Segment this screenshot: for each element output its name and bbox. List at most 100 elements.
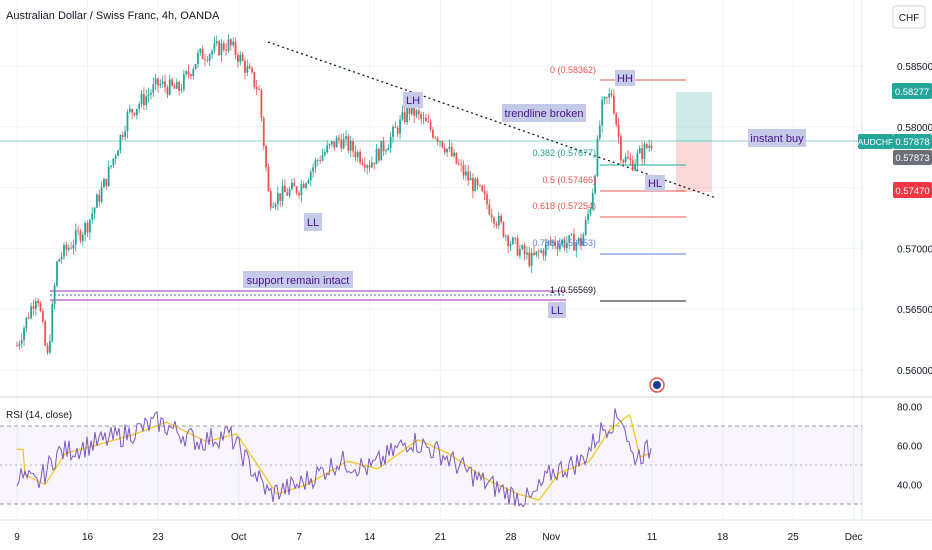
candle-body — [613, 95, 615, 114]
symbol-badge: AUDCHF — [858, 134, 893, 149]
candle-body — [286, 192, 289, 196]
candle-body — [342, 138, 345, 149]
candle-body — [112, 158, 115, 166]
candle-body — [542, 250, 545, 256]
candle-body — [634, 163, 636, 171]
candle-body — [584, 219, 587, 235]
candle-body — [568, 234, 571, 243]
time-axis[interactable]: 9 16 23 Oct 7 14 21 28 Nov 11 18 25 Dec — [14, 532, 862, 543]
rsi-label: RSI (14, close) — [6, 410, 72, 421]
candle-body — [140, 93, 143, 105]
candle-body — [380, 140, 383, 161]
candle-body — [361, 162, 364, 165]
candle-body — [323, 152, 326, 156]
fib-retracement[interactable]: 0 (0.58362) 0.382 (0.57677) 0.5 (0.57466… — [532, 65, 686, 302]
last-price-badge: 0.57878 — [893, 134, 932, 149]
candle-body — [516, 238, 519, 256]
candle-body — [417, 110, 420, 114]
candle-body — [540, 250, 542, 253]
candle-body — [624, 156, 627, 163]
candle-body — [349, 141, 352, 151]
candle-body — [338, 137, 340, 140]
candle-body — [65, 244, 68, 250]
candle-body — [401, 112, 404, 120]
currency-button[interactable]: CHF — [892, 5, 926, 29]
candle-body — [168, 79, 171, 95]
time-tick: Nov — [542, 532, 560, 543]
candle-body — [105, 178, 108, 186]
candle-body — [239, 54, 242, 62]
candle-body — [648, 145, 651, 148]
candle-body — [507, 235, 510, 247]
candle-body — [197, 52, 199, 64]
candle-body — [352, 141, 354, 152]
candle-body — [232, 41, 235, 46]
label-ll-second[interactable]: LL — [548, 302, 566, 318]
label-hh[interactable]: HH — [615, 70, 635, 86]
time-tick: 18 — [717, 532, 729, 543]
candle-body — [46, 345, 49, 353]
candle-body — [629, 158, 632, 161]
target-badge: 0.58277 — [892, 83, 932, 99]
price-tick: 0.56000 — [897, 366, 932, 377]
price-tick: 0.56500 — [897, 305, 932, 316]
fib-label-1: 1 (0.56569) — [550, 285, 596, 295]
candle-body — [347, 136, 350, 151]
candle-body — [300, 183, 303, 196]
time-tick: 11 — [647, 532, 658, 543]
candle-body — [331, 141, 333, 145]
instant-buy-note[interactable]: instant buy — [748, 129, 806, 147]
candle-body — [627, 156, 629, 159]
label-lh[interactable]: LH — [403, 92, 423, 108]
candle-body — [107, 167, 110, 186]
candle-body — [601, 99, 604, 126]
label-hl[interactable]: HL — [645, 175, 665, 191]
candle-body — [359, 152, 361, 163]
candle-body — [328, 144, 331, 146]
candle-body — [368, 165, 371, 168]
time-tick: 14 — [364, 532, 376, 543]
candle-body — [208, 54, 211, 61]
time-tick: 9 — [14, 532, 20, 543]
candle-body — [279, 193, 282, 201]
candle-body — [77, 230, 79, 232]
candle-body — [385, 150, 387, 152]
price-tick: 0.58500 — [897, 62, 932, 73]
candle-body — [528, 252, 531, 266]
candle-body — [291, 182, 293, 190]
candle-body — [566, 242, 568, 248]
candle-body — [549, 241, 552, 243]
candle-body — [610, 93, 613, 96]
candle-body — [241, 54, 244, 61]
target-zone[interactable] — [676, 92, 712, 142]
candle-body — [547, 241, 549, 244]
label-ll-first[interactable]: LL — [304, 213, 322, 231]
support-note[interactable]: support remain intact — [243, 271, 353, 288]
candle-body — [533, 252, 535, 255]
candle-body — [255, 86, 258, 90]
candle-body — [93, 207, 96, 214]
time-tick: Dec — [845, 532, 863, 543]
trendline[interactable] — [267, 41, 717, 199]
price-tick: 0.58000 — [897, 123, 932, 134]
candle-body — [608, 93, 611, 98]
support-note-text: support remain intact — [247, 275, 350, 287]
candle-body — [406, 108, 408, 123]
candle-body — [67, 247, 70, 250]
price-axis[interactable]: 0.585000.580000.575000.570000.565000.560… — [897, 62, 932, 377]
flag-icon[interactable] — [649, 377, 665, 393]
candle-body — [220, 43, 223, 56]
candle-body — [305, 183, 307, 188]
candle-body — [432, 129, 434, 138]
time-tick: 28 — [505, 532, 517, 543]
candle-body — [274, 204, 277, 207]
stop-zone[interactable] — [676, 142, 712, 192]
time-tick: 7 — [296, 532, 302, 543]
candle-body — [180, 89, 183, 91]
candle-body — [563, 240, 566, 248]
candle-body — [246, 66, 249, 73]
candle-body — [511, 237, 514, 245]
trendline-note[interactable]: trendline broken — [502, 104, 586, 122]
target-badge-text: 0.58277 — [895, 87, 929, 98]
